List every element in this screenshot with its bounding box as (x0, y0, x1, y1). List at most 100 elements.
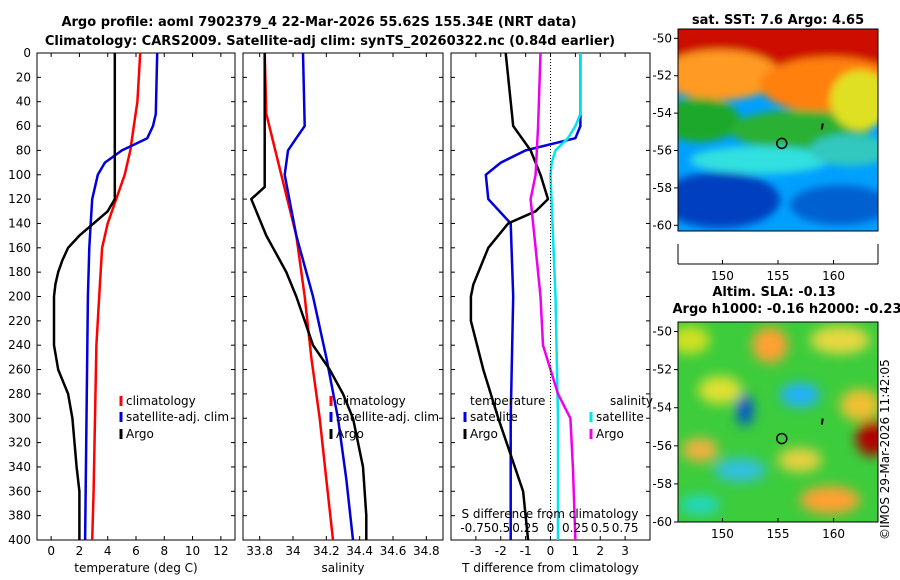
x-tick-label: 34.2 (313, 544, 340, 558)
y-tick-label: 320 (8, 436, 31, 450)
x-tick-label: 33.8 (246, 544, 273, 558)
x-tick-label: 6 (132, 544, 140, 558)
sst-map-axes: 150 155 160 -50 -52 -54 -56 -58 -60 (652, 31, 879, 283)
legend-argo-label: Argo (336, 427, 364, 441)
map-x-tick-label: 155 (767, 269, 790, 283)
x-tick-label: 3 (621, 544, 629, 558)
x-tick-label: 1 (572, 544, 580, 558)
y-tick-label: 180 (8, 265, 31, 279)
x-axis-label: salinity (321, 561, 364, 575)
x-tick-label: 0 (547, 544, 555, 558)
y-tick-label: 140 (8, 216, 31, 230)
x-axis-label: T difference from climatology (461, 561, 639, 575)
series-line (529, 52, 577, 541)
series-line (263, 52, 335, 541)
y-tick-label: 220 (8, 314, 31, 328)
y-tick-label: 60 (16, 119, 31, 133)
series-line (283, 52, 355, 541)
legend-salinity-title: salinity (610, 394, 653, 408)
series-line (469, 52, 550, 541)
y-tick-label: 80 (16, 143, 31, 157)
x-tick-label: 34.8 (413, 544, 440, 558)
map-y-tick-label: -50 (652, 325, 672, 339)
sla-float-track (820, 418, 824, 425)
y-tick-label: 300 (8, 411, 31, 425)
legend-t-satellite-label: satellite (470, 410, 518, 424)
top-x-axis-label: S difference from climatology (462, 507, 639, 521)
x-tick-label: 34.6 (380, 544, 407, 558)
temperature-profile-panel: 0204060801001201401601802002202402602803… (8, 46, 236, 575)
map-x-tick-label: 155 (767, 527, 790, 541)
credit-text: ©IMOS 29-Mar-2026 11:42:05 (878, 359, 892, 540)
legend-s-satellite-label: satellite (596, 410, 644, 424)
series-line (250, 53, 368, 540)
difference-profile-panel: -3 -2 -1 0 1 2 3 T difference from climatology -… (450, 52, 653, 575)
plot-frame (36, 52, 236, 541)
y-tick-label: 200 (8, 290, 31, 304)
legend-s-argo-label: Argo (596, 427, 624, 441)
x-tick-label: 4 (104, 544, 112, 558)
sla-argo-marker (776, 432, 788, 445)
map-y-tick-label: -54 (652, 106, 672, 120)
x-tick-label: 12 (213, 544, 228, 558)
legend-satellite-label: satellite-adj. clim (336, 410, 439, 424)
top-x-tick-label: 0.25 (562, 521, 589, 535)
x-tick-label: 0 (47, 544, 55, 558)
x-tick-label: 34.4 (346, 544, 373, 558)
x-tick-label: -2 (495, 544, 507, 558)
y-tick-label: 0 (23, 46, 31, 60)
sst-map (678, 29, 878, 231)
map-y-tick-label: -60 (652, 515, 672, 529)
sst-float-track (820, 123, 824, 130)
y-tick-label: 400 (8, 533, 31, 547)
sst-map-frame (677, 28, 879, 232)
salinity-profile-panel: 33.8 34 34.2 34.4 34.6 34.8 salinity climatolog… (242, 52, 444, 575)
top-x-tick-label: 0.75 (612, 521, 639, 535)
x-tick-label: -3 (470, 544, 482, 558)
map-x-tick-label: 160 (822, 527, 845, 541)
y-tick-label: 280 (8, 387, 31, 401)
y-tick-label: 20 (16, 70, 31, 84)
map-x-tick-label: 150 (711, 527, 734, 541)
y-tick-label: 160 (8, 241, 31, 255)
map-y-tick-label: -50 (652, 31, 672, 45)
series-line (484, 53, 582, 540)
legend-argo-label: Argo (126, 427, 154, 441)
map-y-tick-label: -58 (652, 181, 672, 195)
x-tick-label: 8 (160, 544, 168, 558)
x-tick-label: 2 (76, 544, 84, 558)
map-x-tick-label: 150 (711, 269, 734, 283)
x-tick-label: 2 (596, 544, 604, 558)
map-y-tick-label: -58 (652, 477, 672, 491)
x-axis-label: temperature (deg C) (74, 561, 197, 575)
y-tick-label: 100 (8, 168, 31, 182)
y-tick-label: 240 (8, 338, 31, 352)
y-tick-label: 360 (8, 484, 31, 498)
y-tick-label: 40 (16, 95, 31, 109)
x-tick-label: 10 (185, 544, 200, 558)
map-x-tick-label: 160 (822, 269, 845, 283)
x-tick-label: 34 (285, 544, 300, 558)
map-y-tick-label: -60 (652, 218, 672, 232)
y-tick-label: 380 (8, 509, 31, 523)
top-x-tick-label: 0.5 (491, 521, 510, 535)
map-y-tick-label: -56 (652, 144, 672, 158)
top-x-tick-label: -0.75 (460, 521, 491, 535)
sst-map-title: sat. SST: 7.6 Argo: 4.65 (692, 13, 864, 28)
y-tick-label: 340 (8, 460, 31, 474)
series-line (52, 53, 117, 540)
legend-t-argo-label: Argo (470, 427, 498, 441)
y-tick-label: 260 (8, 363, 31, 377)
header-line-1: Argo profile: aoml 7902379_4 22-Mar-2026… (61, 15, 576, 30)
plot-frame (242, 52, 444, 541)
legend-climatology-label: climatology (126, 394, 196, 408)
top-x-tick-label: 0.25 (512, 521, 539, 535)
series-line (549, 53, 582, 540)
map-y-tick-label: -52 (652, 363, 672, 377)
sla-map (678, 322, 878, 522)
legend-satellite-label: satellite-adj. clim (126, 410, 229, 424)
x-tick-label: -1 (520, 544, 532, 558)
header-line-2: Climatology: CARS2009. Satellite-adj cli… (45, 34, 615, 49)
map-y-tick-label: -52 (652, 69, 672, 83)
